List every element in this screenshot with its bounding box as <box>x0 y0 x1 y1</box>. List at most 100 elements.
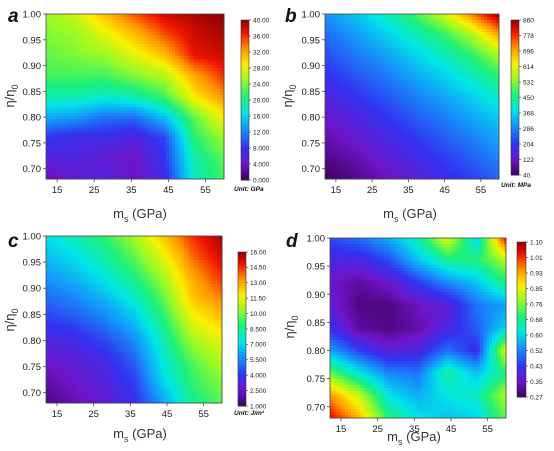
heatmap-cell <box>148 32 152 36</box>
heatmap-cell <box>91 158 95 162</box>
heatmap-cell <box>142 101 146 105</box>
heatmap-cell <box>184 131 188 135</box>
heatmap-cell <box>148 56 152 60</box>
heatmap-cell <box>496 68 500 72</box>
colorbar-segment <box>241 62 249 66</box>
heatmap-cell <box>187 26 191 30</box>
heatmap-cell <box>148 104 152 108</box>
heatmap-cell <box>118 20 122 24</box>
heatmap-cell <box>121 137 125 141</box>
heatmap-cell <box>55 131 59 135</box>
heatmap-cell <box>415 86 419 90</box>
heatmap-cell <box>178 95 182 99</box>
heatmap-cell <box>157 41 161 45</box>
heatmap-cell <box>388 68 392 72</box>
heatmap-cell <box>343 41 347 45</box>
heatmap-cell <box>493 74 497 78</box>
heatmap-cell <box>457 71 461 75</box>
heatmap-cell <box>376 74 380 78</box>
heatmap-cell <box>118 110 122 114</box>
heatmap-cell <box>55 173 59 177</box>
heatmap-cell <box>55 98 59 102</box>
heatmap-cell <box>181 47 185 51</box>
heatmap-cell <box>106 74 110 78</box>
heatmap-cell <box>100 113 104 117</box>
heatmap-cell <box>400 35 404 39</box>
heatmap-cell <box>343 83 347 87</box>
heatmap-cell <box>364 23 368 27</box>
heatmap-cell <box>487 23 491 27</box>
heatmap-cell <box>151 53 155 57</box>
colorbar-segment <box>241 89 249 93</box>
heatmap-cell <box>100 101 104 105</box>
heatmap-cell <box>121 17 125 21</box>
heatmap-cell <box>124 62 128 66</box>
heatmap-cell <box>121 83 125 87</box>
heatmap-cell <box>373 65 377 69</box>
heatmap-cell <box>466 92 470 96</box>
heatmap-cell <box>178 62 182 66</box>
heatmap-cell <box>367 56 371 60</box>
heatmap-cell <box>331 35 335 39</box>
heatmap-cell <box>142 23 146 27</box>
heatmap-cell <box>193 137 197 141</box>
heatmap-cell <box>409 62 413 66</box>
heatmap-cell <box>484 14 488 18</box>
heatmap-cell <box>190 44 194 48</box>
heatmap-cell <box>190 53 194 57</box>
heatmap-cell <box>217 122 221 126</box>
heatmap-cell <box>166 104 170 108</box>
heatmap-cell <box>49 161 53 165</box>
heatmap-cell <box>490 20 494 24</box>
heatmap-cell <box>181 137 185 141</box>
heatmap-cell <box>139 92 143 96</box>
x-axis-label: ms (GPa) <box>113 206 167 224</box>
heatmap-cell <box>118 41 122 45</box>
heatmap-cell <box>127 152 131 156</box>
heatmap-cell <box>349 53 353 57</box>
heatmap-cell <box>208 32 212 36</box>
colorbar-segment <box>241 161 249 165</box>
heatmap-cell <box>205 26 209 30</box>
heatmap-cell <box>469 62 473 66</box>
heatmap-cell <box>409 38 413 42</box>
heatmap-cell <box>139 38 143 42</box>
heatmap-cell <box>112 29 116 33</box>
heatmap-cell <box>145 56 149 60</box>
heatmap-cell <box>496 89 500 93</box>
heatmap-cell <box>487 89 491 93</box>
heatmap-cell <box>211 170 215 174</box>
heatmap-cell <box>388 26 392 30</box>
heatmap-cell <box>328 32 332 36</box>
heatmap-cell <box>130 95 134 99</box>
heatmap-cell <box>82 134 86 138</box>
heatmap-cell <box>136 20 140 24</box>
heatmap-cell <box>355 14 359 18</box>
heatmap-cell <box>205 23 209 27</box>
heatmap-cell <box>355 29 359 33</box>
heatmap-cell <box>193 101 197 105</box>
heatmap-cell <box>418 89 422 93</box>
heatmap-cell <box>100 158 104 162</box>
heatmap-cell <box>193 23 197 27</box>
heatmap-cell <box>172 134 176 138</box>
heatmap-cell <box>205 95 209 99</box>
heatmap-cell <box>211 80 215 84</box>
heatmap-cell <box>121 134 125 138</box>
heatmap-cell <box>376 44 380 48</box>
heatmap-cell <box>145 41 149 45</box>
heatmap-cell <box>94 158 98 162</box>
colorbar-segment <box>241 36 249 40</box>
heatmap-cell <box>154 176 158 180</box>
heatmap-cell <box>367 71 371 75</box>
heatmap-cell <box>118 125 122 129</box>
heatmap-cell <box>466 14 470 18</box>
heatmap-cell <box>118 137 122 141</box>
heatmap-cell <box>112 158 116 162</box>
heatmap-cell <box>193 89 197 93</box>
heatmap-cell <box>73 161 77 165</box>
colorbar-segment <box>241 158 249 162</box>
heatmap-cell <box>208 143 212 147</box>
heatmap-cell <box>337 44 341 48</box>
heatmap-cell <box>52 173 56 177</box>
